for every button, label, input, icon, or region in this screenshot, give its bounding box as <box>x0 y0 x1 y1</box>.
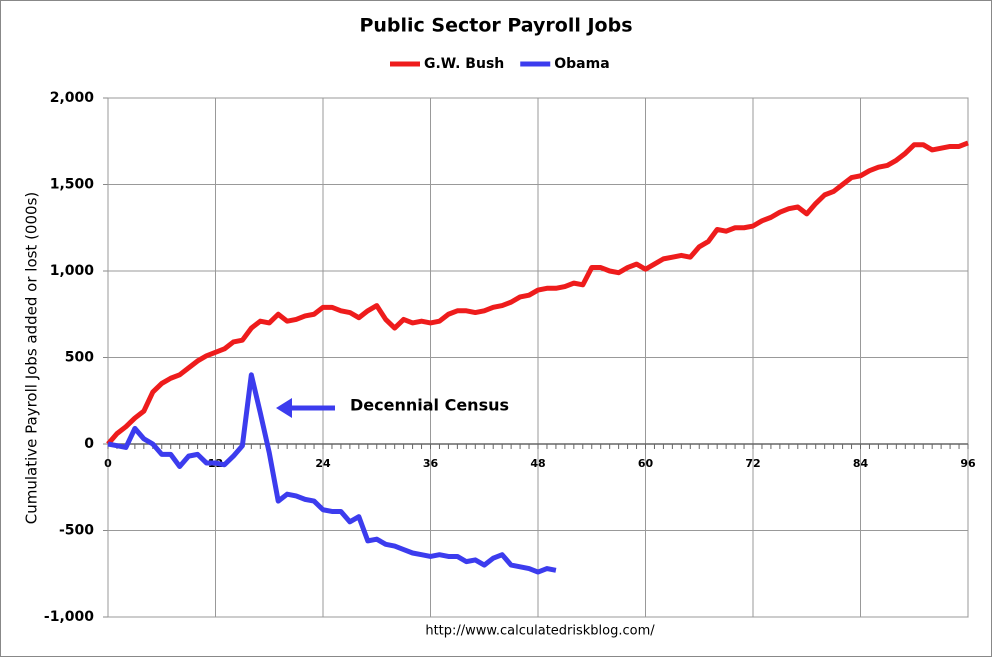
series-line <box>106 140 969 446</box>
arrow-head <box>276 398 292 418</box>
series-line <box>107 372 557 575</box>
y-axis-label: Cumulative Payroll Jobs added or lost (0… <box>23 192 41 524</box>
x-tick-label: 72 <box>745 457 760 470</box>
legend-label: G.W. Bush <box>424 56 504 72</box>
x-tick-label: 36 <box>423 457 439 470</box>
chart-title: Public Sector Payroll Jobs <box>359 15 632 37</box>
y-tick-label: 2,000 <box>50 90 95 106</box>
x-tick-label: 96 <box>960 457 976 470</box>
annotation-arrow <box>276 398 335 418</box>
legend-label: Obama <box>554 56 609 72</box>
x-tick-label: 24 <box>315 457 331 470</box>
x-tick-label: 84 <box>853 457 869 470</box>
y-tick-label: 1,500 <box>50 177 95 193</box>
annotation: Decennial Census <box>350 396 509 415</box>
x-tick-label: 60 <box>638 457 654 470</box>
y-tick-label: -500 <box>59 523 94 539</box>
y-tick-label: -1,000 <box>44 609 94 625</box>
source: http://www.calculatedriskblog.com/ <box>425 624 655 639</box>
x-tick-label: 48 <box>530 457 545 470</box>
x-tick-label: 0 <box>104 457 112 470</box>
y-tick-label: 1,000 <box>50 263 95 279</box>
y-tick-label: 500 <box>65 350 94 366</box>
y-tick-label: 0 <box>84 436 94 452</box>
